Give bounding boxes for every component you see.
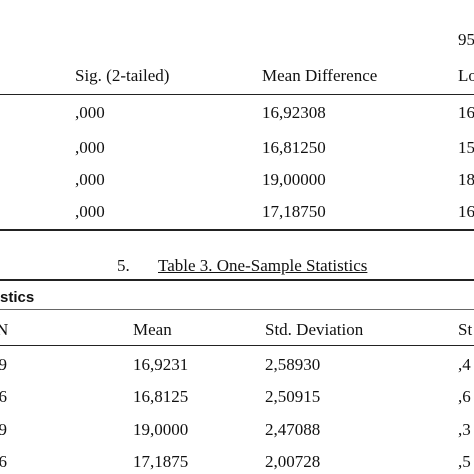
cell: ,3	[458, 420, 471, 439]
header-cell: 95	[458, 30, 474, 49]
table-number: 5.	[117, 256, 130, 275]
cell: ,000	[75, 202, 105, 221]
cell: 2,50915	[265, 387, 321, 406]
table-title: stics	[0, 289, 35, 306]
cell: ,6	[458, 387, 471, 406]
cell: 19,0000	[133, 420, 189, 439]
cell: 2,58930	[265, 355, 321, 374]
rule	[0, 229, 474, 231]
rule	[0, 94, 474, 95]
rule	[0, 309, 474, 310]
header-cell: Sig. (2-tailed)	[75, 66, 170, 85]
cell: 17,18750	[262, 202, 326, 221]
cell: 16	[458, 103, 474, 122]
cell: ,000	[75, 138, 105, 157]
cell: 16,92308	[262, 103, 326, 122]
rule	[0, 345, 474, 346]
cell: 16	[0, 387, 7, 406]
table-caption: Table 3. One-Sample Statistics	[158, 256, 368, 275]
cell: 39	[0, 355, 7, 374]
cell: ,000	[75, 103, 105, 122]
header-cell: Mean	[133, 320, 172, 339]
cell: 17,1875	[133, 452, 189, 471]
cell: ,5	[458, 452, 471, 471]
cell: 18	[458, 170, 474, 189]
cell: 39	[0, 420, 7, 439]
header-cell: Mean Difference	[262, 66, 378, 85]
header-cell: Lo	[458, 66, 474, 85]
cell: 16	[458, 202, 474, 221]
header-cell: St	[458, 320, 473, 339]
cell: 19,00000	[262, 170, 326, 189]
cell: 2,00728	[265, 452, 321, 471]
cell: 16,81250	[262, 138, 326, 157]
header-cell: Std. Deviation	[265, 320, 364, 339]
cell: 16,8125	[133, 387, 189, 406]
cell: 2,47088	[265, 420, 321, 439]
cell: ,000	[75, 170, 105, 189]
cell: 15	[458, 138, 474, 157]
header-cell: N	[0, 320, 9, 339]
cell: ,4	[458, 355, 471, 374]
rule	[0, 279, 474, 281]
cell: 16	[0, 452, 7, 471]
cell: 16,9231	[133, 355, 189, 374]
